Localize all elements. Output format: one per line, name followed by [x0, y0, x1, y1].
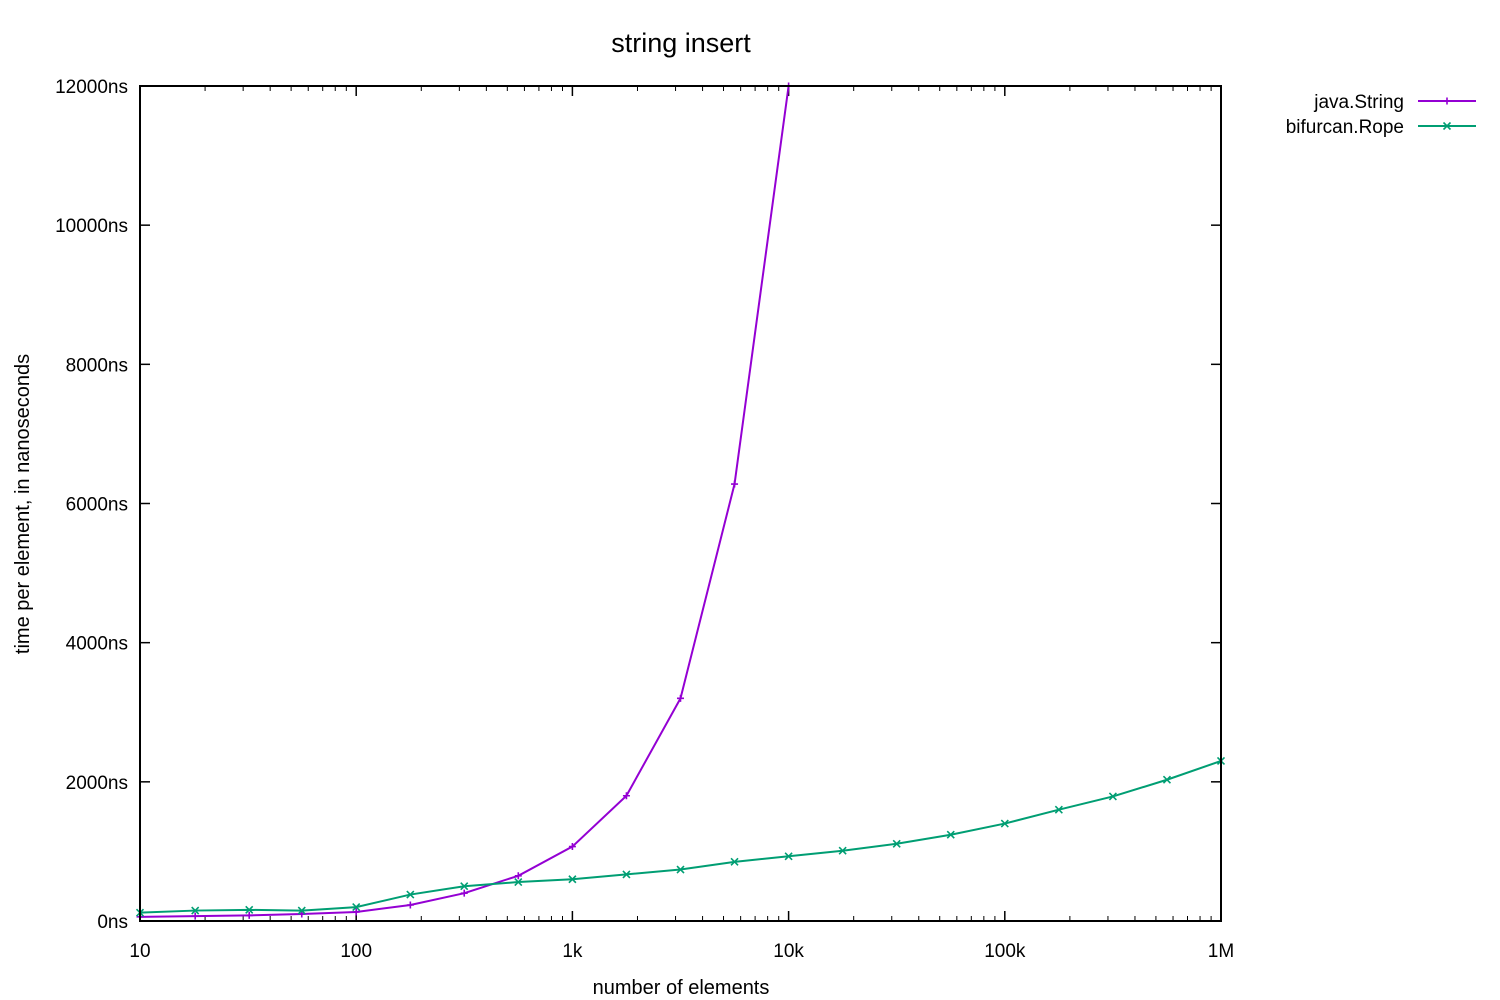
- y-tick-label: 6000ns: [66, 495, 128, 516]
- data-point: [568, 875, 577, 884]
- series-line: [139, 85, 790, 918]
- x-axis-label: number of elements: [593, 977, 770, 999]
- y-tick-label: 12000ns: [55, 77, 128, 98]
- y-tick-label: 10000ns: [55, 216, 128, 237]
- x-tick-label: 10: [129, 941, 150, 962]
- x-tick-label: 100: [340, 941, 372, 962]
- data-point: [730, 857, 739, 866]
- data-point: [676, 694, 684, 702]
- data-point: [892, 839, 901, 848]
- series-bifurcan-rope: [135, 756, 1226, 917]
- x-tick-label: 1k: [562, 941, 583, 962]
- data-point: [245, 905, 254, 914]
- legend-label: java.String: [1313, 92, 1404, 113]
- data-point: [1162, 775, 1172, 784]
- data-point: [245, 911, 253, 919]
- y-tick-label: 8000ns: [66, 355, 128, 376]
- x-tick-label: 1M: [1208, 941, 1234, 962]
- legend-marker: [1442, 121, 1452, 131]
- data-point: [191, 906, 200, 915]
- data-point: [352, 908, 360, 916]
- data-point: [946, 830, 955, 839]
- data-point: [568, 843, 576, 851]
- data-point: [1000, 819, 1009, 828]
- data-point: [676, 865, 685, 874]
- data-point: [1108, 792, 1117, 801]
- data-point: [622, 870, 631, 879]
- x-tick-label: 100k: [984, 941, 1026, 962]
- series-layer: [135, 82, 1226, 921]
- data-point: [514, 877, 523, 887]
- data-point: [514, 872, 522, 880]
- x-tick-label: 10k: [773, 941, 804, 962]
- data-point: [191, 912, 199, 920]
- legend: java.String bifurcan.Rope: [1286, 92, 1476, 138]
- series-java-string: [136, 82, 793, 921]
- data-point: [297, 906, 306, 915]
- plot-frame: [139, 85, 1222, 922]
- data-point: [784, 852, 793, 861]
- chart-title: string insert: [611, 28, 751, 58]
- legend-marker: [1443, 97, 1451, 105]
- y-tick-label: 2000ns: [66, 773, 128, 794]
- data-point: [352, 903, 361, 912]
- data-point: [460, 882, 469, 891]
- axis-ticks: 0ns 2000ns 4000ns 6000ns 8000ns 10000ns 12000n…: [55, 77, 1234, 962]
- series-line: [139, 760, 1222, 914]
- data-point: [406, 890, 415, 899]
- data-point: [460, 889, 468, 897]
- data-point: [1054, 805, 1063, 814]
- data-point: [298, 910, 306, 918]
- legend-label: bifurcan.Rope: [1286, 117, 1404, 138]
- y-tick-label: 4000ns: [66, 634, 128, 655]
- data-point: [731, 480, 739, 488]
- data-point: [622, 792, 630, 800]
- y-axis-label: time per element, in nanoseconds: [12, 354, 34, 654]
- data-point: [838, 846, 847, 855]
- y-tick-label: 0ns: [97, 912, 128, 933]
- data-point: [406, 901, 414, 909]
